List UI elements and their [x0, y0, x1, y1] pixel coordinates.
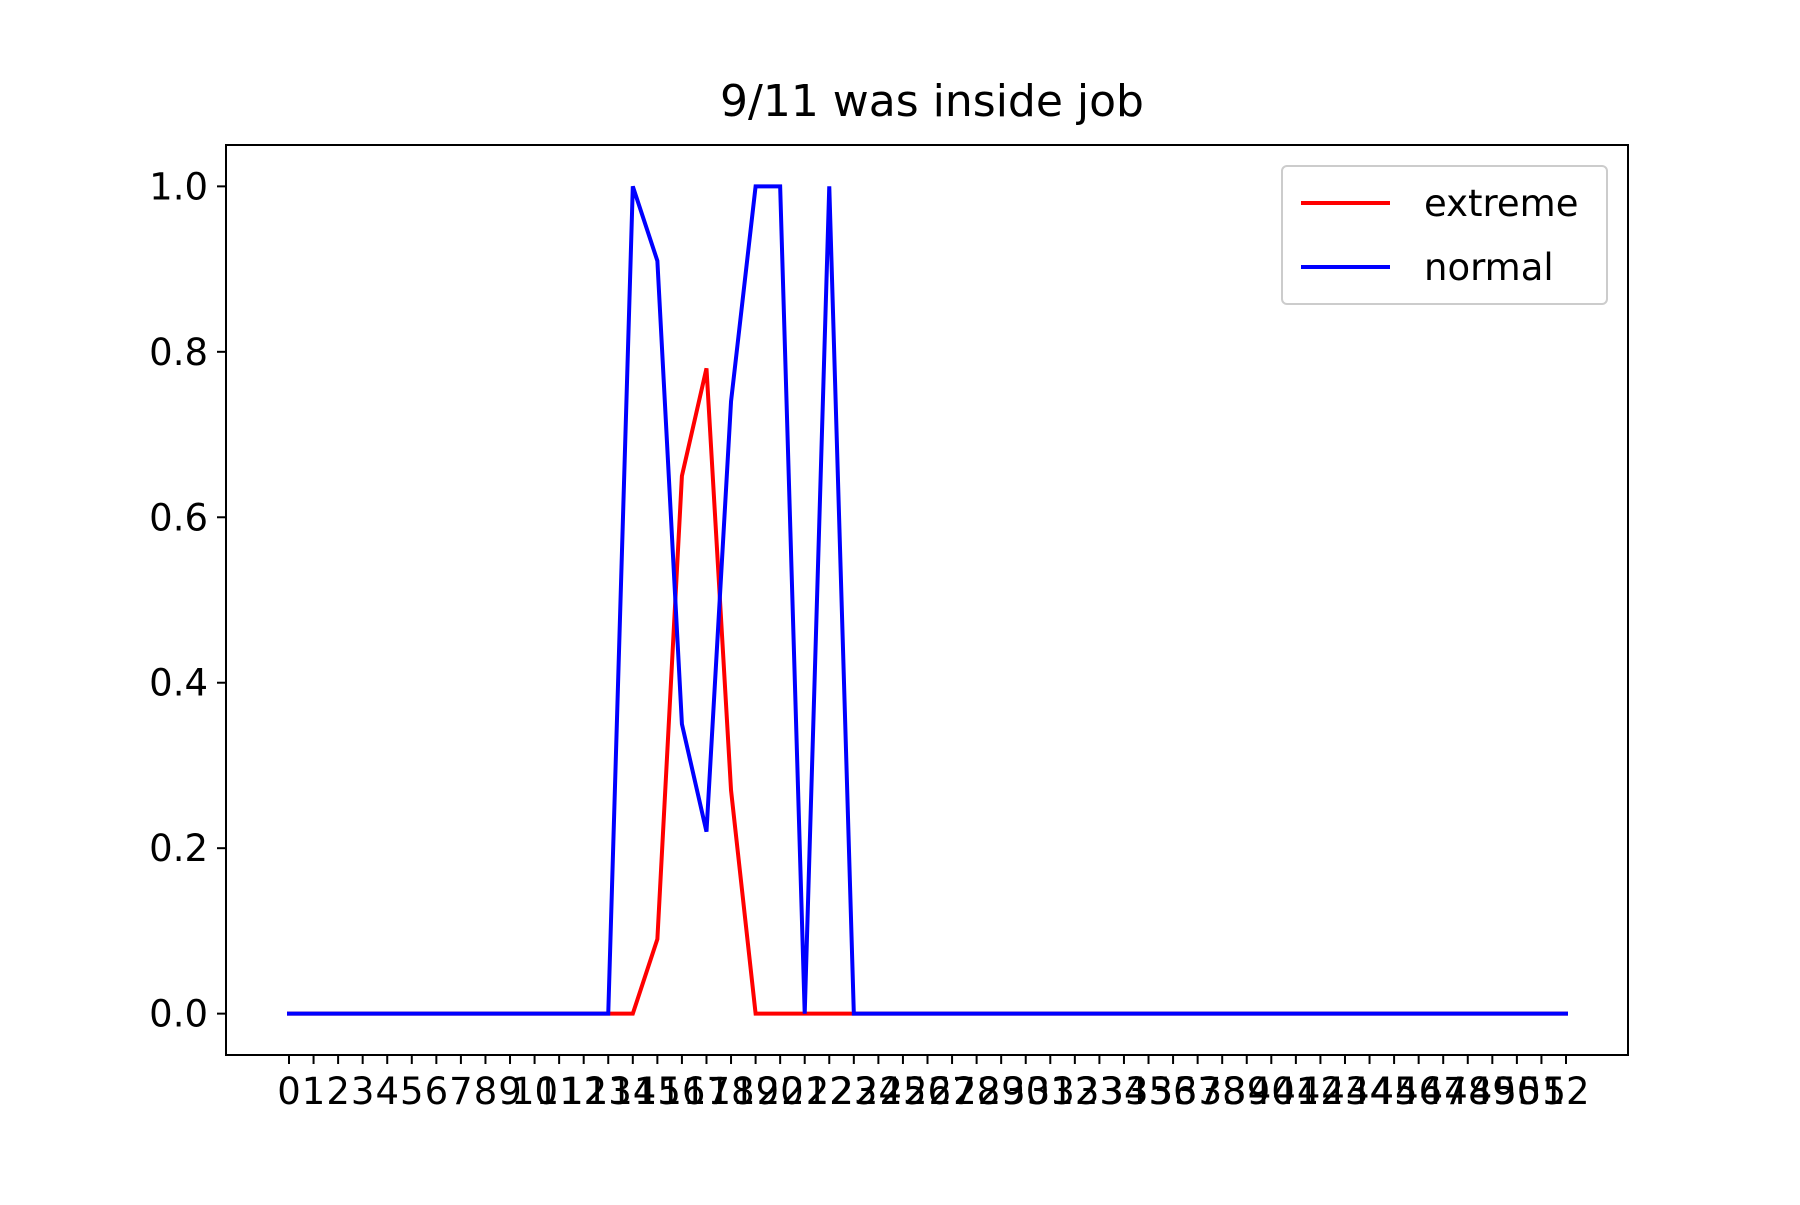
x-tick-label: 52 — [1542, 1070, 1589, 1113]
x-tick-label: 3 — [351, 1070, 375, 1113]
legend-box — [1281, 165, 1608, 305]
x-tick-label: 16 — [658, 1070, 705, 1113]
x-tick-label: 41 — [1272, 1070, 1319, 1113]
y-tick-label: 0.8 — [149, 331, 208, 374]
chart-title: 9/11 was inside job — [720, 76, 1144, 127]
axes: 0.00.20.40.60.81.00 1 2 3 4 5 6 7 8 9101112131415… — [149, 144, 1629, 1113]
x-tick-label: 29 — [978, 1070, 1025, 1113]
x-tick-label: 28 — [953, 1070, 1000, 1113]
x-tick-label: 1 — [302, 1070, 326, 1113]
y-tick-label: 1.0 — [149, 165, 208, 208]
x-tick-label: 2 — [326, 1070, 350, 1113]
x-tick-label: 37 — [1174, 1070, 1221, 1113]
x-tick-label: 17 — [683, 1070, 730, 1113]
x-tick-label: 12 — [560, 1070, 607, 1113]
x-tick-label: 33 — [1076, 1070, 1123, 1113]
x-tick-label: 51 — [1518, 1070, 1565, 1113]
x-tick-label: 4 — [375, 1070, 399, 1113]
x-tick-label: 44 — [1346, 1070, 1393, 1113]
x-tick-label: 36 — [1150, 1070, 1197, 1113]
x-tick-label: 47 — [1420, 1070, 1467, 1113]
y-tick-label: 0.6 — [149, 496, 208, 539]
x-tick-label: 22 — [806, 1070, 853, 1113]
legend-label-extreme: extreme — [1424, 182, 1579, 225]
x-tick-label: 40 — [1248, 1070, 1295, 1113]
x-tick-label: 43 — [1321, 1070, 1368, 1113]
x-tick-label: 49 — [1469, 1070, 1516, 1113]
x-tick-label: 9 — [498, 1070, 522, 1113]
x-tick-label: 23 — [830, 1070, 877, 1113]
x-tick-label: 7 — [449, 1070, 473, 1113]
x-tick-label: 46 — [1395, 1070, 1442, 1113]
x-tick-label: 45 — [1371, 1070, 1418, 1113]
x-tick-label: 31 — [1027, 1070, 1074, 1113]
x-tick-label: 38 — [1199, 1070, 1246, 1113]
legend: extreme normal — [1281, 165, 1608, 305]
y-tick-label: 0.4 — [149, 662, 208, 705]
x-tick-label: 10 — [511, 1070, 558, 1113]
x-tick-label: 15 — [634, 1070, 681, 1113]
x-tick-label: 48 — [1444, 1070, 1491, 1113]
x-tick-label: 26 — [904, 1070, 951, 1113]
x-tick-label: 14 — [609, 1070, 656, 1113]
x-tick-label: 32 — [1051, 1070, 1098, 1113]
y-tick-label: 0.2 — [149, 827, 208, 870]
series-layer — [287, 184, 1568, 1016]
legend-label-normal: normal — [1424, 246, 1554, 289]
x-tick-label: 39 — [1223, 1070, 1270, 1113]
x-tick-label: 8 — [474, 1070, 498, 1113]
x-tick-label: 42 — [1297, 1070, 1344, 1113]
x-tick-label: 50 — [1493, 1070, 1540, 1113]
x-tick-label: 18 — [707, 1070, 754, 1113]
x-tick-label: 20 — [757, 1070, 804, 1113]
x-tick-label: 35 — [1125, 1070, 1172, 1113]
x-tick-label: 34 — [1100, 1070, 1147, 1113]
x-tick-label: 30 — [1002, 1070, 1049, 1113]
x-tick-label: 13 — [585, 1070, 632, 1113]
x-tick-label: 6 — [425, 1070, 449, 1113]
x-tick-label: 19 — [732, 1070, 779, 1113]
y-tick-label: 0.0 — [149, 993, 208, 1036]
x-tick-label: 25 — [879, 1070, 926, 1113]
x-tick-label: 24 — [855, 1070, 902, 1113]
x-tick-label: 27 — [929, 1070, 976, 1113]
x-tick-label: 0 — [277, 1070, 301, 1113]
x-tick-label: 11 — [536, 1070, 583, 1113]
series-line-normal — [287, 184, 1568, 1016]
x-tick-label: 21 — [781, 1070, 828, 1113]
x-tick-label: 5 — [400, 1070, 424, 1113]
